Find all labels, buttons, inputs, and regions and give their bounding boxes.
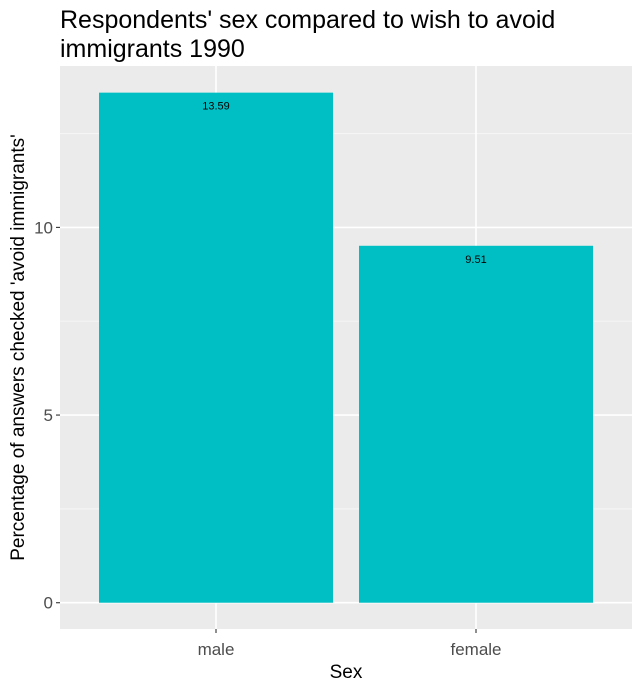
bars bbox=[99, 92, 593, 603]
chart-title: Respondents' sex compared to wish to avo… bbox=[60, 6, 556, 63]
y-tick-label: 10 bbox=[34, 218, 53, 237]
y-tick-label: 5 bbox=[44, 406, 53, 425]
x-axis-title: Sex bbox=[330, 662, 363, 683]
data-label-female: 9.51 bbox=[465, 254, 486, 266]
data-label-male: 13.59 bbox=[202, 101, 230, 113]
x-axis-ticks: male female bbox=[198, 629, 502, 659]
x-tick-label: female bbox=[450, 640, 501, 659]
bar-male bbox=[99, 92, 333, 603]
bar-female bbox=[359, 245, 593, 603]
data-labels: 13.59 9.51 bbox=[202, 101, 486, 266]
y-axis-ticks: 0 5 10 bbox=[34, 218, 60, 613]
x-tick-label: male bbox=[198, 640, 235, 659]
y-axis-title: Percentage of answers checked 'avoid imm… bbox=[8, 134, 29, 561]
y-tick-label: 0 bbox=[44, 594, 53, 613]
